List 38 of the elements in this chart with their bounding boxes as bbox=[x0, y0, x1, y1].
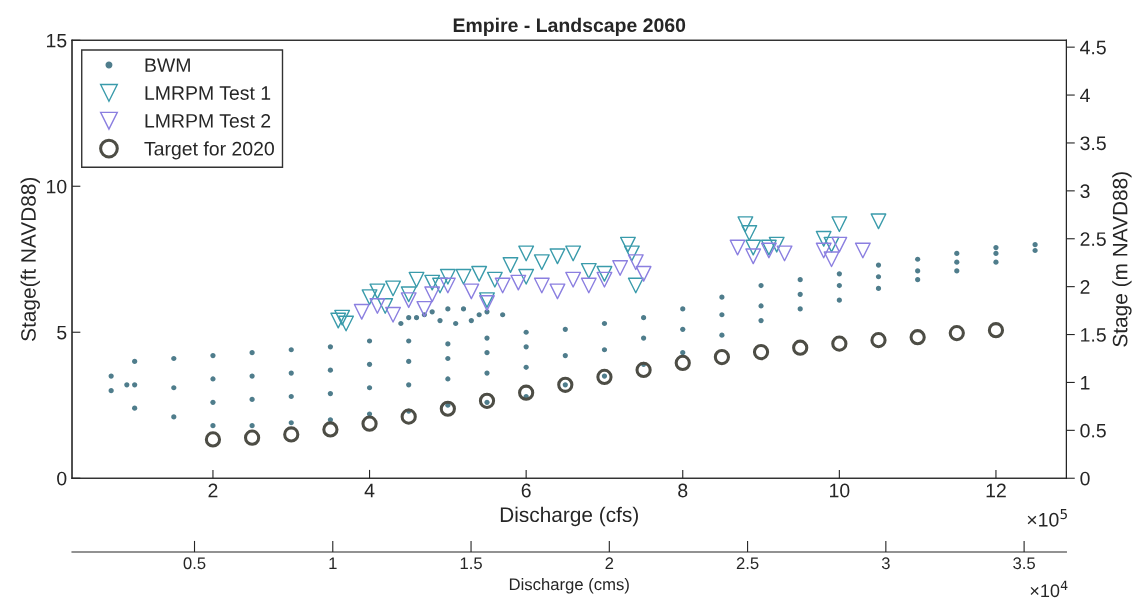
x2-tick-label: 1.5 bbox=[460, 557, 482, 570]
y2-tick-label: 3 bbox=[1080, 184, 1090, 199]
x-tick-label: 6 bbox=[521, 483, 531, 498]
legend-label: Target for 2020 bbox=[144, 141, 274, 160]
legend-label: LMRPM Test 1 bbox=[145, 86, 271, 100]
x2-tick-label: 0.5 bbox=[183, 557, 206, 570]
y-tick-label: 15 bbox=[47, 33, 67, 48]
x2-tick-label: 2 bbox=[605, 557, 614, 569]
x2-tick-label: 1 bbox=[329, 557, 337, 569]
legend-label: LMRPM Test 2 bbox=[145, 113, 271, 128]
x-tick-label: 10 bbox=[830, 483, 850, 498]
y2-tick-label: 1 bbox=[1081, 376, 1090, 390]
y-axis-title: Stage(ft NAVD88) bbox=[20, 177, 40, 341]
y2-tick-label: 1.5 bbox=[1081, 328, 1106, 342]
y2-tick-label: 2 bbox=[1080, 280, 1090, 294]
x2-tick-label: 3 bbox=[881, 557, 890, 570]
y-tick-label: 5 bbox=[57, 325, 67, 340]
y-tick-label: 10 bbox=[47, 179, 67, 194]
x-axis-title: Discharge (cfs) bbox=[500, 506, 638, 527]
legend-label: BWM bbox=[145, 58, 190, 72]
x2-axis-title: Discharge (cms) bbox=[509, 578, 629, 594]
y2-tick-label: 4 bbox=[1080, 88, 1090, 103]
y2-tick-label: 0.5 bbox=[1080, 423, 1106, 438]
x-tick-label: 12 bbox=[986, 483, 1006, 498]
text: ×10$^{4}$ bbox=[1030, 580, 1068, 598]
y2-tick-label: 0 bbox=[1080, 471, 1090, 486]
x-tick-label: 8 bbox=[678, 483, 688, 498]
x-tick-label: 4 bbox=[364, 483, 375, 498]
y2-tick-label: 2.5 bbox=[1080, 232, 1106, 246]
x2-tick-label: 3.5 bbox=[1013, 557, 1035, 570]
text: ×10$^{5}$ bbox=[1027, 509, 1067, 527]
chart-title: Empire - Landscape 2060 bbox=[453, 17, 686, 36]
y2-tick-label: 4.5 bbox=[1080, 40, 1106, 55]
x-tick-label: 2 bbox=[208, 483, 218, 498]
y-tick-label: 0 bbox=[57, 471, 67, 486]
x2-tick-label: 2.5 bbox=[736, 557, 759, 570]
y2-axis-title: Stage (m NAVD88) bbox=[1112, 172, 1132, 347]
y2-tick-label: 3.5 bbox=[1080, 136, 1106, 151]
